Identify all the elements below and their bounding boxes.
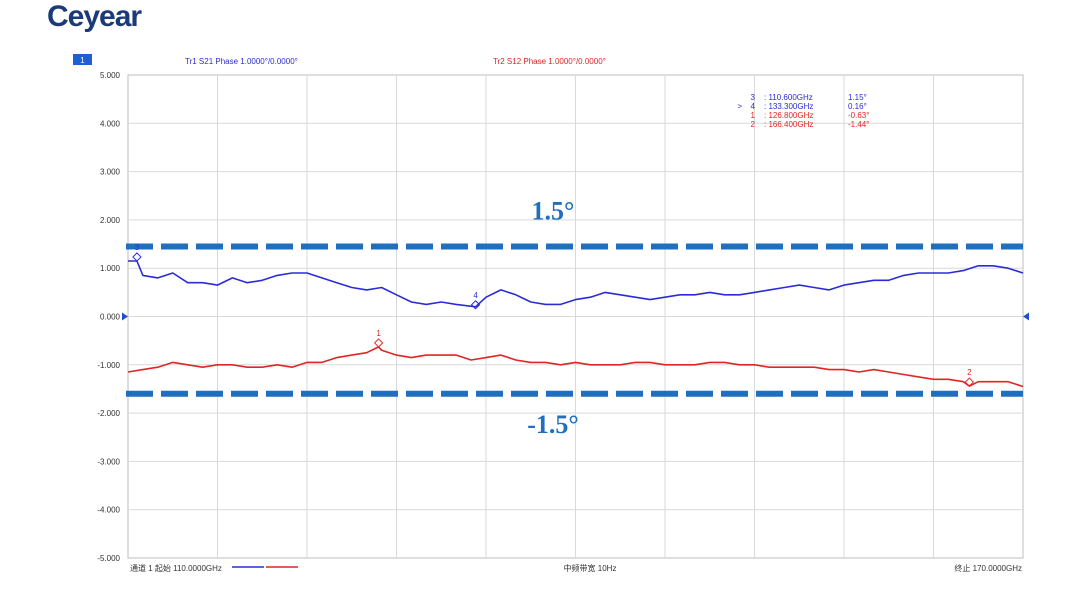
reference-arrow-left-icon <box>122 312 128 321</box>
grid-lines <box>128 75 1023 558</box>
marker-number-label: 4 <box>473 291 478 300</box>
footer-start-frequency: 通道 1 起始 110.0000GHz <box>130 563 222 573</box>
marker-row-value: -0.63° <box>848 111 869 120</box>
marker-diamond-icon[interactable] <box>470 300 481 310</box>
marker-row-prefix: > <box>737 102 742 111</box>
trace2-title[interactable]: Tr2 S12 Phase 1.0000°/0.0000° <box>493 57 606 66</box>
marker-row-frequency: : 133.300GHz <box>764 102 813 111</box>
y-tick-label: 2.000 <box>100 216 121 225</box>
limit-lines: 1.5° -1.5° <box>126 196 1023 439</box>
marker-diamond-icon[interactable] <box>373 338 384 348</box>
traces <box>127 260 1024 388</box>
marker-row-value: 0.16° <box>848 102 867 111</box>
marker-diamond-icon[interactable] <box>964 377 975 387</box>
channel-badge[interactable]: 1 <box>73 54 92 65</box>
y-tick-label: 0.000 <box>100 313 121 322</box>
marker-row-value: -1.44° <box>848 120 869 129</box>
marker-row-frequency: : 126.800GHz <box>764 111 813 120</box>
marker-readout-table: 3 : 110.600GHz 1.15° > 4 : 133.300GHz 0.16° 1 : … <box>737 93 869 129</box>
footer-if-bandwidth: 中频带宽 10Hz <box>564 563 617 573</box>
marker-row: >4 : 133.300GHz 0.16° <box>737 102 866 111</box>
marker-row: 1 : 126.800GHz -0.63° <box>751 111 870 120</box>
marker-row-id: 2 <box>751 120 756 129</box>
reference-arrow-right-icon <box>1023 312 1029 321</box>
y-tick-labels: 5.000 4.000 3.000 2.000 1.000 0.000 -1.000 -2.0… <box>97 71 120 563</box>
y-tick-label: -2.000 <box>97 409 120 418</box>
marker-row-id: 3 <box>751 93 756 102</box>
limit-label: -1.5° <box>527 410 579 439</box>
y-tick-label: 4.000 <box>100 119 121 128</box>
trace-line <box>128 260 1024 308</box>
marker-diamond-icon[interactable] <box>132 252 142 262</box>
marker-row-frequency: : 110.600GHz <box>764 93 813 102</box>
marker-row: 3 : 110.600GHz 1.15° <box>751 93 867 102</box>
trace-line <box>127 346 1024 388</box>
y-tick-label: -4.000 <box>97 506 120 515</box>
y-tick-label: -1.000 <box>97 361 120 370</box>
ceyear-logo: Ceyear <box>47 0 142 33</box>
marker-row-value: 1.15° <box>848 93 867 102</box>
y-tick-label: -5.000 <box>97 554 120 563</box>
marker-symbols: 3 4 1 2 <box>132 243 975 387</box>
y-tick-label: 1.000 <box>100 264 121 273</box>
y-tick-label: 5.000 <box>100 71 121 80</box>
marker-row-id: 4 <box>751 102 756 111</box>
limit-label: 1.5° <box>532 196 575 225</box>
y-tick-label: -3.000 <box>97 457 120 466</box>
marker-number-label: 2 <box>967 368 972 377</box>
marker-row-frequency: : 166.400GHz <box>764 120 813 129</box>
footer-stop-frequency: 终止 170.0000GHz <box>954 563 1022 573</box>
marker-number-label: 3 <box>135 243 140 252</box>
y-tick-label: 3.000 <box>100 168 121 177</box>
marker-row: 2 : 166.400GHz -1.44° <box>751 120 870 129</box>
marker-number-label: 1 <box>376 329 381 338</box>
marker-row-id: 1 <box>751 111 756 120</box>
channel-badge-label: 1 <box>80 56 85 65</box>
trace1-title[interactable]: Tr1 S21 Phase 1.0000°/0.0000° <box>185 57 298 66</box>
